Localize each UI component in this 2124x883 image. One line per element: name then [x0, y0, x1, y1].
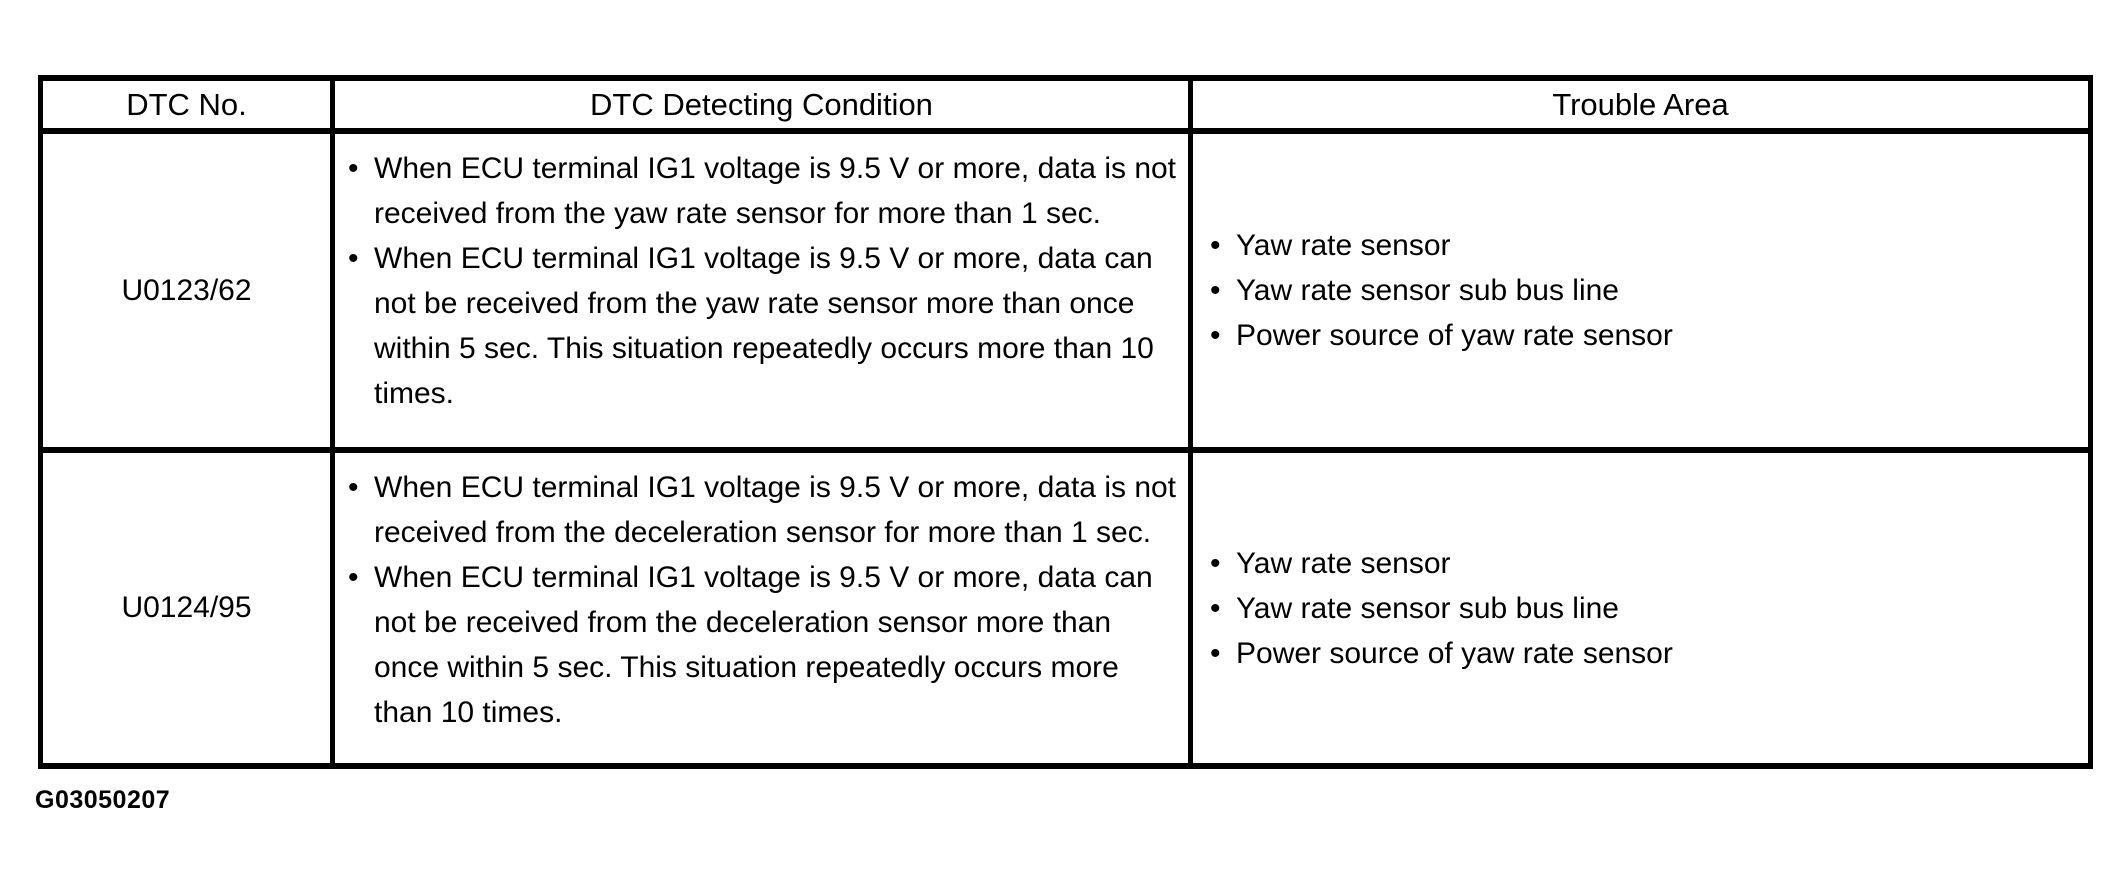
trouble-area-cell: • Yaw rate sensor • Yaw rate sensor sub …	[1188, 447, 2093, 769]
trouble-area-item: • Yaw rate sensor sub bus line	[1209, 268, 2080, 313]
col-header-detecting-condition: DTC Detecting Condition	[330, 75, 1193, 134]
figure-id: G03050207	[35, 786, 171, 814]
dtc-no-cell: U0123/62	[38, 128, 335, 453]
trouble-area-item: • Power source of yaw rate sensor	[1209, 313, 2080, 358]
trouble-area-text: Power source of yaw rate sensor	[1236, 319, 1673, 352]
trouble-area-text: Yaw rate sensor	[1236, 229, 1451, 262]
detecting-condition-cell: • When ECU terminal IG1 voltage is 9.5 V…	[330, 128, 1193, 453]
table-header-row: DTC No. DTC Detecting Condition Trouble …	[38, 75, 2093, 134]
bullet-icon: •	[1210, 274, 1221, 307]
trouble-area-text: Yaw rate sensor sub bus line	[1236, 591, 1619, 625]
condition-text: When ECU terminal IG1 voltage is 9.5 V o…	[374, 471, 1177, 549]
trouble-area-item: • Yaw rate sensor	[1209, 541, 2080, 586]
condition-text: When ECU terminal IG1 voltage is 9.5 V o…	[374, 242, 1154, 410]
col-header-dtc-no: DTC No.	[38, 75, 335, 134]
bullet-icon: •	[1210, 591, 1221, 625]
bullet-icon: •	[348, 471, 359, 504]
condition-item: • When ECU terminal IG1 voltage is 9.5 V…	[347, 555, 1180, 735]
bullet-icon: •	[1210, 319, 1221, 352]
trouble-area-text: Power source of yaw rate sensor	[1236, 636, 1673, 670]
condition-text: When ECU terminal IG1 voltage is 9.5 V o…	[374, 561, 1153, 729]
bullet-icon: •	[348, 242, 359, 275]
bullet-icon: •	[1210, 636, 1221, 670]
trouble-area-item: • Yaw rate sensor	[1209, 223, 2080, 268]
condition-text: When ECU terminal IG1 voltage is 9.5 V o…	[374, 152, 1177, 230]
trouble-area-item: • Yaw rate sensor sub bus line	[1209, 586, 2080, 631]
bullet-icon: •	[348, 152, 359, 185]
bullet-icon: •	[1210, 546, 1221, 580]
trouble-area-item: • Power source of yaw rate sensor	[1209, 631, 2080, 676]
condition-item: • When ECU terminal IG1 voltage is 9.5 V…	[347, 146, 1180, 236]
trouble-area-text: Yaw rate sensor sub bus line	[1236, 274, 1619, 307]
condition-item: • When ECU terminal IG1 voltage is 9.5 V…	[347, 236, 1180, 416]
dtc-table: DTC No. DTC Detecting Condition Trouble …	[38, 75, 2093, 769]
trouble-area-text: Yaw rate sensor	[1236, 546, 1451, 580]
table-row: U0123/62 • When ECU terminal IG1 voltage…	[38, 128, 2093, 453]
table-row: U0124/95 • When ECU terminal IG1 voltage…	[38, 447, 2093, 769]
col-header-trouble-area: Trouble Area	[1188, 75, 2093, 134]
detecting-condition-cell: • When ECU terminal IG1 voltage is 9.5 V…	[330, 447, 1193, 769]
bullet-icon: •	[348, 561, 359, 594]
trouble-area-cell: • Yaw rate sensor • Yaw rate sensor sub …	[1188, 128, 2093, 453]
bullet-icon: •	[1210, 229, 1221, 262]
dtc-no-cell: U0124/95	[38, 447, 335, 769]
condition-item: • When ECU terminal IG1 voltage is 9.5 V…	[347, 465, 1180, 555]
